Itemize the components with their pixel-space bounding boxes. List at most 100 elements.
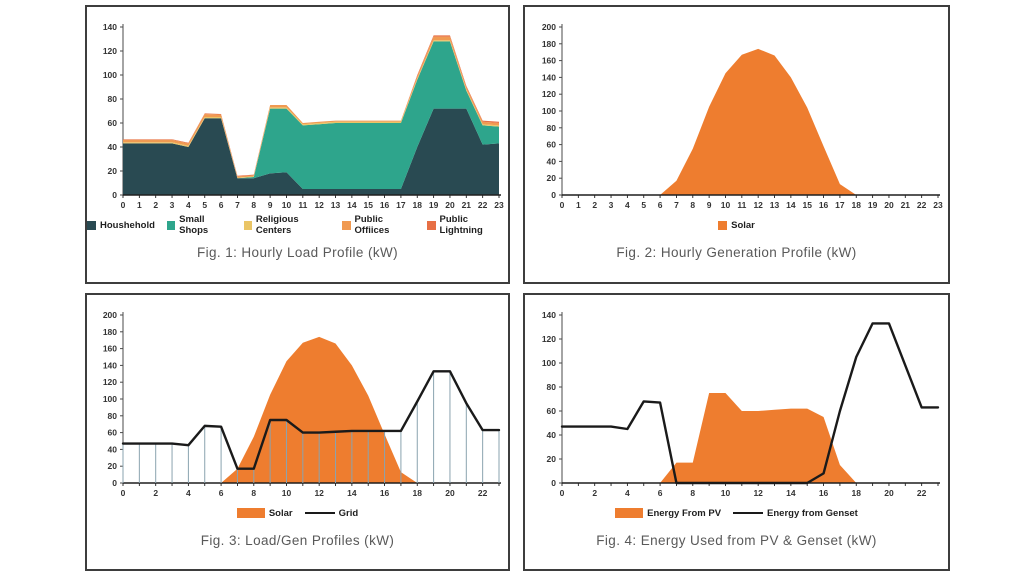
y-tick-label: 100: [541, 106, 555, 116]
legend-swatch-solar: [718, 220, 728, 230]
x-axis: 0 2 4 6 8 10 12 14 16 18 20 22: [559, 482, 940, 498]
x-tick-label: 12: [753, 488, 763, 498]
legend-swatch-public-lightning: [427, 220, 436, 230]
x-tick-label: 2: [153, 200, 158, 210]
y-tick-label: 80: [546, 382, 556, 392]
x-tick-label: 4: [625, 488, 630, 498]
x-tick-label: 1: [136, 200, 141, 210]
x-tick-label: 22: [477, 200, 487, 210]
x-tick-label: 12: [314, 488, 324, 498]
x-tick-label: 9: [267, 200, 272, 210]
x-tick-label: 5: [202, 200, 207, 210]
y-tick-label: 120: [541, 89, 555, 99]
x-tick-label: 18: [851, 200, 861, 210]
y-tick-label: 60: [107, 428, 117, 438]
x-tick-label: 14: [786, 200, 796, 210]
y-tick-label: 40: [546, 156, 556, 166]
y-tick-label: 20: [546, 173, 556, 183]
figure-panel-1: 0 20 40 60 80 100 120 140 0 1 2 3 4 5 6 7 8 9 10 11 12 13 14 15…: [85, 5, 510, 284]
x-tick-label: 6: [218, 488, 223, 498]
figure-caption-3: Fig. 3: Load/Gen Profiles (kW): [200, 533, 395, 548]
figure-caption-1: Fig. 1: Hourly Load Profile (kW): [196, 245, 399, 260]
figure-caption-2: Fig. 2: Hourly Generation Profile (kW): [616, 245, 857, 260]
y-tick-label: 120: [541, 334, 555, 344]
y-tick-label: 60: [546, 140, 556, 150]
x-tick-label: 22: [916, 200, 926, 210]
x-tick-label: 12: [753, 200, 763, 210]
x-tick-label: 6: [657, 488, 662, 498]
y-tick-label: 140: [102, 22, 116, 32]
y-tick-label: 140: [102, 360, 116, 370]
x-tick-label: 20: [884, 488, 894, 498]
legend-swatch-public-offiices: [342, 220, 351, 230]
legend-fig1: Houshehold Small Shops Religious Centers Pu…: [87, 214, 508, 236]
y-tick-label: 60: [107, 118, 117, 128]
x-tick-label: 18: [412, 200, 422, 210]
x-tick-label: 12: [314, 200, 324, 210]
x-axis: 0 1 2 3 4 5 6 7 8 9 10 11 12 13 14 15 16 17 18 19 20 21 22 23: [559, 194, 943, 210]
y-axis: 0 20 40 60 80 100 120 140 160 180 200: [541, 22, 562, 200]
y-tick-label: 20: [107, 166, 117, 176]
y-tick-label: 0: [551, 190, 556, 200]
x-axis: 0 1 2 3 4 5 6 7 8 9 10 11 12 13 14 15 16 17 18 19 20 21 22 23: [120, 194, 504, 210]
x-tick-label: 16: [818, 200, 828, 210]
y-tick-label: 20: [546, 454, 556, 464]
y-tick-label: 100: [102, 70, 116, 80]
x-tick-label: 17: [396, 200, 406, 210]
y-axis: 0 20 40 60 80 100 120 140: [541, 310, 562, 488]
x-tick-label: 8: [690, 200, 695, 210]
y-axis: 0 20 40 60 80 100 120 140: [102, 22, 123, 200]
y-tick-label: 140: [541, 72, 555, 82]
series-solar: [122, 336, 499, 483]
x-tick-label: 10: [720, 200, 730, 210]
x-tick-label: 11: [737, 200, 746, 210]
series-grid: [121, 370, 500, 470]
y-tick-label: 200: [102, 310, 116, 320]
x-axis: 0 2 4 6 8 10 12 14 16 18 20 22: [120, 482, 501, 498]
x-tick-label: 10: [281, 200, 291, 210]
x-tick-label: 16: [379, 200, 389, 210]
x-tick-label: 20: [884, 200, 894, 210]
x-tick-label: 2: [592, 488, 597, 498]
x-tick-label: 13: [330, 200, 340, 210]
y-tick-label: 20: [107, 461, 117, 471]
y-tick-label: 80: [107, 94, 117, 104]
y-tick-label: 60: [546, 406, 556, 416]
series-energy-from-pv: [561, 393, 938, 483]
legend-swatch-houshehold: [87, 220, 96, 230]
y-tick-label: 40: [107, 142, 117, 152]
y-tick-label: 0: [112, 190, 117, 200]
series-energy-from-genset: [560, 322, 939, 485]
x-tick-label: 0: [120, 200, 125, 210]
legend-label: Public Offiices: [354, 214, 390, 236]
x-tick-label: 9: [706, 200, 711, 210]
legend-label: Religious Centers: [255, 214, 299, 236]
legend-swatch-small-shops: [166, 220, 176, 230]
x-tick-label: 4: [186, 200, 191, 210]
x-tick-label: 14: [786, 488, 796, 498]
x-tick-label: 23: [494, 200, 504, 210]
figure-panel-2: 0 20 40 60 80 100 120 140 160 180 200 0 1 2 3 4 5 6 7 8 9 10 1…: [523, 5, 950, 284]
x-tick-label: 0: [120, 488, 125, 498]
x-tick-label: 16: [379, 488, 389, 498]
y-tick-label: 120: [102, 46, 116, 56]
x-tick-label: 1: [575, 200, 580, 210]
legend-swatch-religious-centers: [243, 220, 252, 230]
x-tick-label: 2: [153, 488, 158, 498]
x-tick-label: 20: [445, 200, 455, 210]
x-tick-label: 8: [690, 488, 695, 498]
y-tick-label: 180: [541, 39, 555, 49]
legend-fig2: Solar: [718, 217, 755, 233]
legend-label: Houshehold: [100, 219, 155, 231]
x-tick-label: 23: [933, 200, 943, 210]
y-tick-label: 160: [541, 56, 555, 66]
x-tick-label: 16: [818, 488, 828, 498]
legend-swatch-energy-from-pv: [615, 508, 644, 518]
x-tick-label: 11: [298, 200, 307, 210]
x-tick-label: 10: [720, 488, 730, 498]
x-tick-label: 0: [559, 488, 564, 498]
legend-item-public-offiices: Public Offiices: [342, 214, 415, 236]
x-tick-label: 5: [641, 200, 646, 210]
x-tick-label: 18: [412, 488, 422, 498]
